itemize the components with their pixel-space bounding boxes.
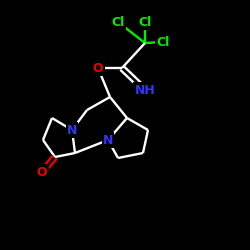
Text: NH: NH: [134, 84, 156, 96]
Text: O: O: [37, 166, 47, 178]
Text: Cl: Cl: [138, 16, 151, 28]
Text: O: O: [93, 62, 103, 74]
Text: Cl: Cl: [112, 16, 124, 28]
Text: Cl: Cl: [156, 36, 170, 49]
Text: N: N: [67, 124, 77, 136]
Text: N: N: [103, 134, 113, 146]
